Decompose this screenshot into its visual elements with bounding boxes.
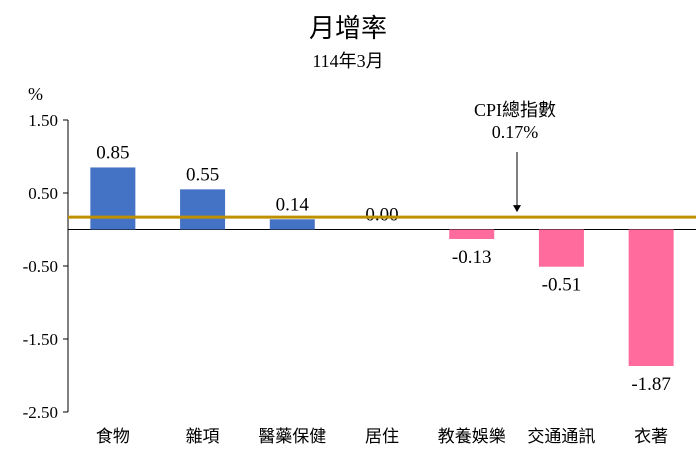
data-label: -0.13	[452, 247, 492, 268]
cpi-annotation-label: CPI總指數	[473, 100, 556, 120]
bar	[180, 189, 226, 230]
annotation-arrowhead	[513, 205, 521, 213]
category-label: 教養娛樂	[438, 427, 506, 446]
data-label: 0.55	[186, 164, 219, 185]
data-label: -0.51	[542, 275, 582, 296]
y-tick-label: -2.50	[23, 403, 58, 422]
y-axis-unit: %	[28, 84, 43, 104]
y-tick-label: 1.50	[28, 111, 58, 130]
data-label: -1.87	[631, 374, 671, 395]
bar	[538, 229, 584, 267]
category-label: 居住	[365, 427, 399, 446]
bar	[269, 219, 315, 230]
data-label: 0.00	[365, 205, 398, 226]
data-label: 0.85	[96, 142, 129, 163]
chart-subtitle: 114年3月	[312, 51, 384, 71]
category-label: 衣著	[634, 427, 668, 446]
y-tick-label: -0.50	[23, 257, 58, 276]
category-label: 食物	[96, 427, 130, 446]
chart-title: 月增率	[308, 14, 387, 44]
data-label: 0.14	[276, 194, 310, 215]
bar	[90, 167, 136, 230]
category-label: 交通通訊	[527, 427, 595, 446]
category-label: 雜項	[186, 427, 220, 446]
y-tick-label: 0.50	[28, 184, 58, 203]
y-tick-label: -1.50	[23, 330, 58, 349]
category-label: 醫藥保健	[258, 427, 326, 446]
cpi-annotation-value: 0.17%	[491, 122, 539, 142]
bar	[449, 229, 495, 239]
bar	[628, 229, 674, 367]
